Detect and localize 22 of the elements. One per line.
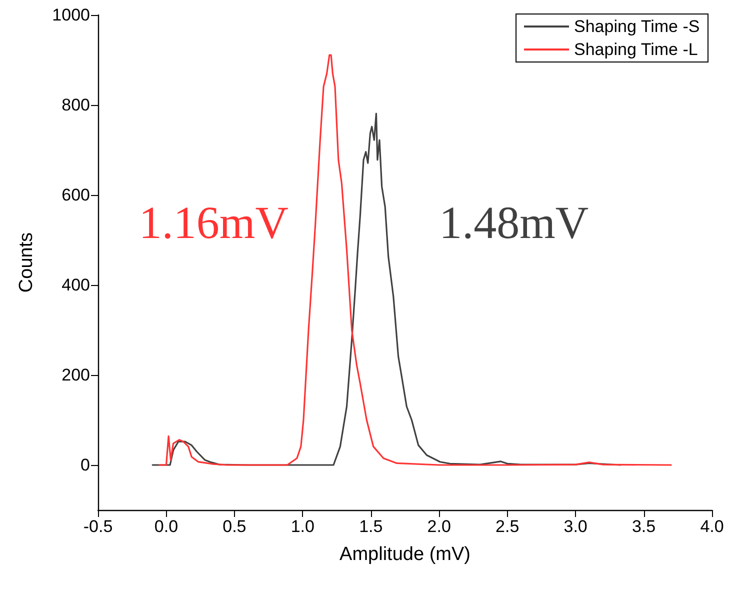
x-tick-label: -0.5 <box>83 517 113 536</box>
x-tick-label: 0.5 <box>222 517 246 536</box>
x-tick-label: 4.0 <box>700 517 724 536</box>
x-tick-label: 2.5 <box>496 517 520 536</box>
x-tick-label: 3.5 <box>632 517 656 536</box>
x-tick-label: 0.0 <box>154 517 178 536</box>
legend-label: Shaping Time -S <box>574 17 700 36</box>
y-tick-label: 400 <box>62 276 90 294</box>
x-tick-label: 2.0 <box>427 517 451 536</box>
y-tick-label: 200 <box>62 366 90 384</box>
y-tick-label: 800 <box>62 96 90 114</box>
y-tick-label: 1000 <box>52 6 90 24</box>
annotation: 1.48mV <box>439 197 589 248</box>
x-axis-title: Amplitude (mV) <box>340 544 470 565</box>
x-tick-label: 1.0 <box>290 517 314 536</box>
y-axis-title: Counts <box>16 232 37 293</box>
x-tick-label: 1.5 <box>359 517 383 536</box>
y-tick-label: 600 <box>62 186 90 204</box>
y-tick-label: 0 <box>80 456 90 474</box>
annotation: 1.16mV <box>138 197 288 248</box>
legend-label: Shaping Time -L <box>574 40 698 59</box>
x-tick-label: 3.0 <box>564 517 588 536</box>
